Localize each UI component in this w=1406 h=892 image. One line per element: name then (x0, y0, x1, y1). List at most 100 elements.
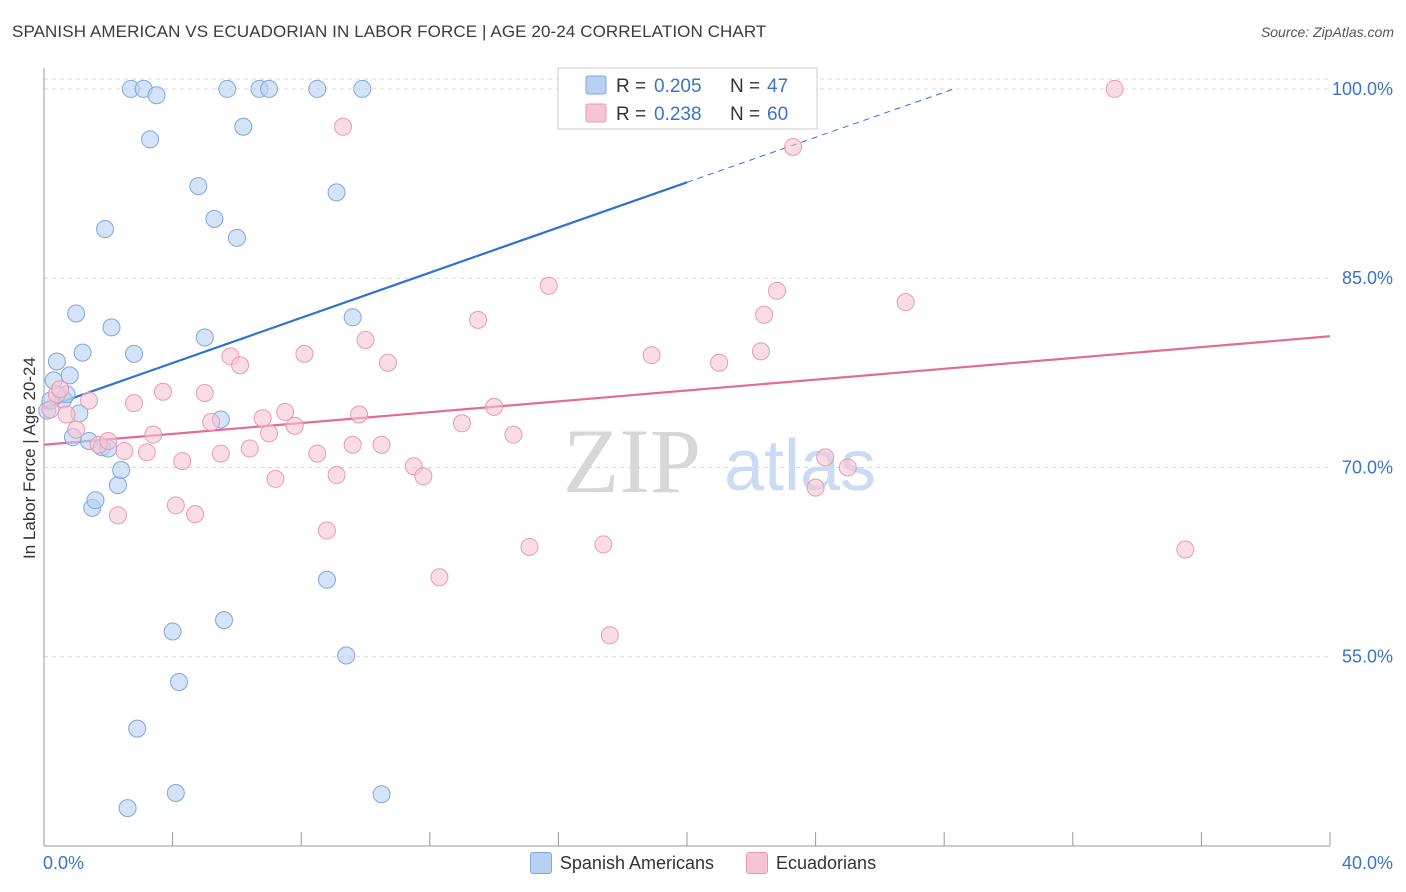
points-layer (38, 79, 1195, 818)
ecuadorian-point (343, 435, 362, 454)
ecuadorian-point (327, 466, 346, 485)
ecuadorian-point (1176, 540, 1195, 559)
ecuadorian-point (295, 344, 314, 363)
ecuadorian-point (144, 425, 163, 444)
top-legend-swatch-blue (585, 75, 607, 95)
ecuadorian-point (186, 505, 205, 524)
spanish-american-point (125, 344, 144, 363)
ecuadorian-point (485, 397, 504, 416)
top-legend-n-value-2: 60 (767, 104, 788, 125)
ecuadorian-point (333, 117, 352, 136)
ecuadorian-point (308, 444, 327, 463)
spanish-american-point (128, 719, 147, 738)
spanish-american-point (118, 799, 137, 818)
spanish-american-point (343, 308, 362, 327)
ecuadorian-point (1105, 79, 1124, 98)
spanish-american-point (337, 646, 356, 665)
spanish-american-point (170, 672, 189, 691)
ecuadorian-point (67, 420, 86, 439)
ecuadorian-point (755, 305, 774, 324)
top-legend-r-label-1: R = (616, 76, 646, 97)
ecuadorian-point (379, 353, 398, 372)
chart-source: Source: ZipAtlas.com (1260, 24, 1394, 40)
ecuadorian-point (108, 506, 127, 525)
top-legend-r-label-2: R = (616, 104, 646, 125)
ecuadorian-point (751, 342, 770, 361)
ecuadorian-point (125, 394, 144, 413)
top-legend: R = 0.205 N = 47 R = 0.238 N = 60 (557, 67, 818, 130)
spanish-american-point (189, 177, 208, 196)
labels-layer: 55.0% 70.0% 85.0% 100.0% 0.0% 40.0% (43, 79, 1393, 873)
spanish-american-point (218, 79, 237, 98)
top-legend-n-label-1: N = (730, 76, 760, 97)
x-tick-label-min: 0.0% (43, 853, 84, 873)
ecuadorian-point (260, 424, 279, 443)
spanish-american-point (147, 86, 166, 105)
spanish-american-point (234, 117, 253, 136)
ecuadorian-point (266, 469, 285, 488)
ecuadorian-point (896, 293, 915, 312)
legend-label-spanish-americans: Spanish Americans (559, 852, 714, 873)
ecuadorian-point (469, 310, 488, 329)
top-legend-r-value-2: 0.238 (654, 104, 702, 125)
legend-item-spanish-americans: Spanish Americans (529, 852, 714, 874)
spanish-american-point (166, 784, 185, 803)
spanish-american-point (227, 228, 246, 247)
spanish-american-point (86, 491, 105, 510)
spanish-american-point (108, 476, 127, 495)
spanish-american-point (141, 130, 160, 149)
bottom-legend: Spanish Americans Ecuadorians (0, 852, 1406, 874)
spanish-american-point (163, 622, 182, 641)
spanish-american-point (317, 570, 336, 589)
ecuadorian-point (372, 435, 391, 454)
ecuadorian-point (285, 416, 304, 435)
legend-label-ecuadorians: Ecuadorians (776, 852, 877, 873)
spanish-american-point (67, 304, 86, 323)
ecuadorian-point (231, 356, 250, 375)
ecuadorian-point (356, 331, 375, 350)
top-legend-r-value-1: 0.205 (654, 76, 702, 97)
ecuadorian-point (768, 281, 787, 300)
ecuadorian-point (539, 276, 558, 295)
spanish-american-point (260, 79, 279, 98)
ecuadorian-point (642, 346, 661, 365)
ecuadorian-point (240, 439, 259, 458)
ecuadorian-point (504, 425, 523, 444)
ecuadorian-point (350, 405, 369, 424)
ecuadorian-point (166, 496, 185, 515)
y-tick-label: 55.0% (1342, 647, 1393, 667)
spanish-american-point (96, 219, 115, 238)
top-legend-n-value-1: 47 (767, 76, 788, 97)
watermark: ZIP atlas (563, 410, 876, 512)
spanish-american-point (112, 460, 131, 479)
ecuadorian-point (600, 626, 619, 645)
spanish-american-point (60, 366, 79, 385)
spanish-american-point (215, 611, 234, 630)
ecuadorian-point (211, 444, 230, 463)
spanish-american-point (327, 183, 346, 202)
trend-line-ecuadorians (43, 335, 1331, 446)
ecuadorian-point (99, 431, 118, 450)
legend-swatch-blue (529, 852, 552, 874)
ecuadorian-point (202, 413, 221, 432)
chart-title: SPANISH AMERICAN VS ECUADORIAN IN LABOR … (12, 22, 767, 41)
ecuadorian-point (137, 443, 156, 462)
ecuadorian-point (276, 402, 295, 421)
y-axis-label: In Labor Force | Age 20-24 (20, 357, 39, 559)
spanish-american-point (47, 352, 66, 371)
ecuadorian-point (51, 380, 70, 399)
watermark-zip: ZIP (563, 410, 701, 512)
ecuadorian-point (430, 568, 449, 587)
trend-layer (43, 88, 1331, 446)
ecuadorian-point (816, 448, 835, 467)
ecuadorian-point (57, 405, 76, 424)
ecuadorian-point (41, 400, 60, 419)
spanish-american-point (372, 785, 391, 804)
y-tick-label: 70.0% (1342, 457, 1393, 477)
ecuadorian-point (520, 537, 539, 556)
y-tick-label: 100.0% (1332, 79, 1393, 99)
ecuadorian-point (115, 442, 134, 461)
spanish-american-point (73, 343, 92, 362)
spanish-american-point (102, 318, 121, 337)
